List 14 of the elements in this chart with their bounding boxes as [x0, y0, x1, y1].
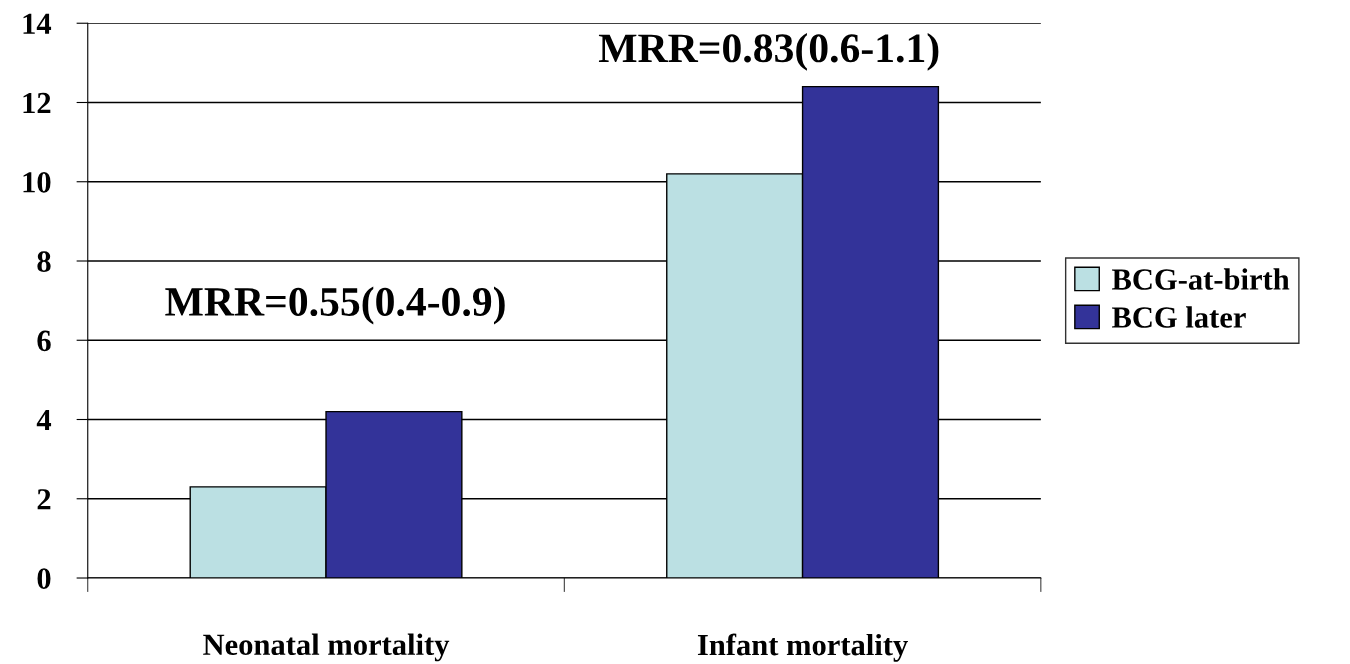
legend-label: BCG later — [1112, 306, 1246, 328]
y-tick-label: 6 — [37, 330, 51, 352]
legend-label: BCG-at-birth — [1112, 268, 1290, 290]
x-tick-label: Infant mortality — [697, 633, 908, 662]
y-tick-label: 4 — [36, 409, 52, 431]
y-tick-label: 2 — [37, 489, 51, 510]
y-tick-label: 0 — [37, 568, 51, 589]
annotation: MRR=0.55(0.4-0.9) — [165, 286, 505, 325]
y-tick-label: 14 — [23, 13, 52, 34]
y-tick-label: 10 — [23, 172, 51, 193]
x-tick-label: Neonatal mortality — [203, 633, 450, 662]
y-tick-label: 8 — [37, 251, 51, 272]
annotation: MRR=0.83(0.6-1.1) — [598, 33, 939, 71]
y-tick-label: 12 — [23, 92, 51, 114]
